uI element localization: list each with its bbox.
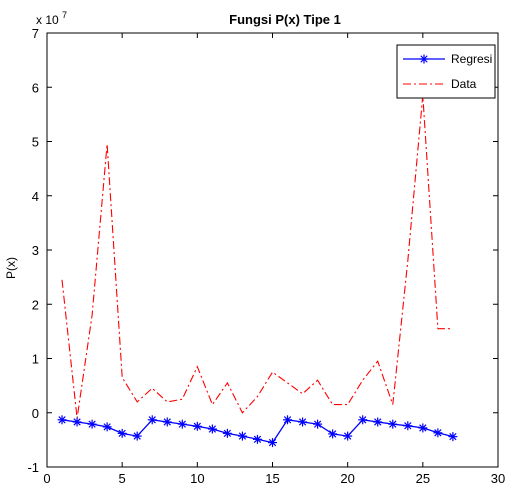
data-point-regresi	[328, 429, 338, 439]
data-point-regresi	[252, 434, 262, 444]
star-stroke	[420, 55, 428, 63]
data-point-regresi	[57, 415, 67, 425]
x-tick-label: 30	[491, 471, 505, 486]
data-point-regresi	[283, 415, 293, 425]
y-tick-label: 5	[32, 135, 39, 150]
data-point-regresi	[72, 417, 82, 427]
data-point-regresi	[433, 428, 443, 438]
star-stroke	[88, 420, 96, 428]
data-point-regresi	[373, 417, 383, 427]
star-stroke	[193, 422, 201, 430]
data-point-regresi	[207, 424, 217, 434]
star-stroke	[344, 432, 352, 440]
legend-label-regresi: Regresi	[451, 52, 492, 66]
data-point-regresi	[177, 419, 187, 429]
star-stroke	[419, 424, 427, 432]
star-stroke	[404, 422, 412, 430]
y-tick-label: 7	[32, 26, 39, 41]
y-tick-label: 2	[32, 297, 39, 312]
data-point-regresi	[268, 438, 277, 448]
y-tick-label: 1	[32, 352, 39, 367]
star-stroke	[163, 418, 171, 426]
x-tick-label: 20	[340, 471, 354, 486]
star-stroke	[313, 420, 322, 428]
y-exponent-label: x 10	[36, 13, 59, 27]
star-stroke	[389, 420, 397, 428]
chart-title: Fungsi P(x) Tipe 1	[229, 12, 341, 27]
data-point-regresi	[298, 417, 308, 427]
star-stroke	[374, 418, 382, 426]
star-stroke	[223, 429, 232, 438]
legend-label-data: Data	[451, 77, 477, 91]
star-stroke	[359, 416, 367, 424]
data-point-regresi	[403, 421, 413, 431]
data-point-regresi	[448, 432, 458, 442]
series-line-data	[61, 95, 453, 419]
data-point-regresi	[117, 428, 127, 438]
star-stroke	[434, 429, 442, 437]
data-point-regresi	[237, 431, 247, 441]
legend-marker-regresi	[419, 54, 429, 64]
data-point-regresi	[147, 415, 157, 425]
y-tick-label: -1	[27, 460, 39, 475]
data-point-regresi	[162, 417, 172, 427]
star-stroke	[58, 416, 66, 424]
data-point-regresi	[192, 421, 202, 431]
star-stroke	[178, 420, 186, 428]
star-stroke	[73, 418, 81, 426]
data-point-regresi	[343, 431, 353, 441]
star-stroke	[118, 429, 126, 438]
y-tick-label: 4	[32, 189, 39, 204]
data-point-regresi	[313, 419, 323, 429]
star-stroke	[238, 432, 247, 440]
x-tick-label: 5	[119, 471, 126, 486]
data-point-regresi	[87, 419, 97, 429]
y-tick-label: 0	[32, 406, 39, 421]
star-stroke	[148, 416, 156, 424]
y-exponent-power: 7	[62, 10, 67, 20]
legend-star-icon	[419, 54, 429, 64]
data-point-regresi	[358, 415, 368, 425]
x-tick-label: 25	[416, 471, 430, 486]
star-stroke	[283, 416, 292, 424]
x-tick-label: 15	[265, 471, 279, 486]
legend: Regresi Data	[396, 44, 496, 99]
x-tick-label: 10	[190, 471, 204, 486]
data-point-regresi	[418, 423, 428, 433]
star-stroke	[449, 432, 457, 441]
star-stroke	[253, 435, 262, 443]
star-stroke	[133, 432, 141, 440]
star-stroke	[298, 418, 307, 426]
y-tick-label: 6	[32, 80, 39, 95]
plot-layer	[57, 95, 458, 448]
star-stroke	[328, 430, 337, 438]
axis-layer: 0 5 10 15 20 25 30 -1 0 1 2 3 4 5 6 7	[27, 26, 505, 486]
legend-box	[396, 44, 496, 99]
y-tick-label: 3	[32, 243, 39, 258]
data-point-regresi	[132, 431, 142, 441]
data-point-regresi	[388, 419, 398, 429]
x-tick-label: 0	[43, 471, 50, 486]
data-point-regresi	[222, 428, 232, 438]
star-stroke	[103, 423, 111, 431]
star-stroke	[208, 425, 217, 433]
data-point-regresi	[102, 422, 112, 432]
star-stroke	[268, 438, 277, 447]
y-axis-label: P(x)	[4, 257, 18, 279]
